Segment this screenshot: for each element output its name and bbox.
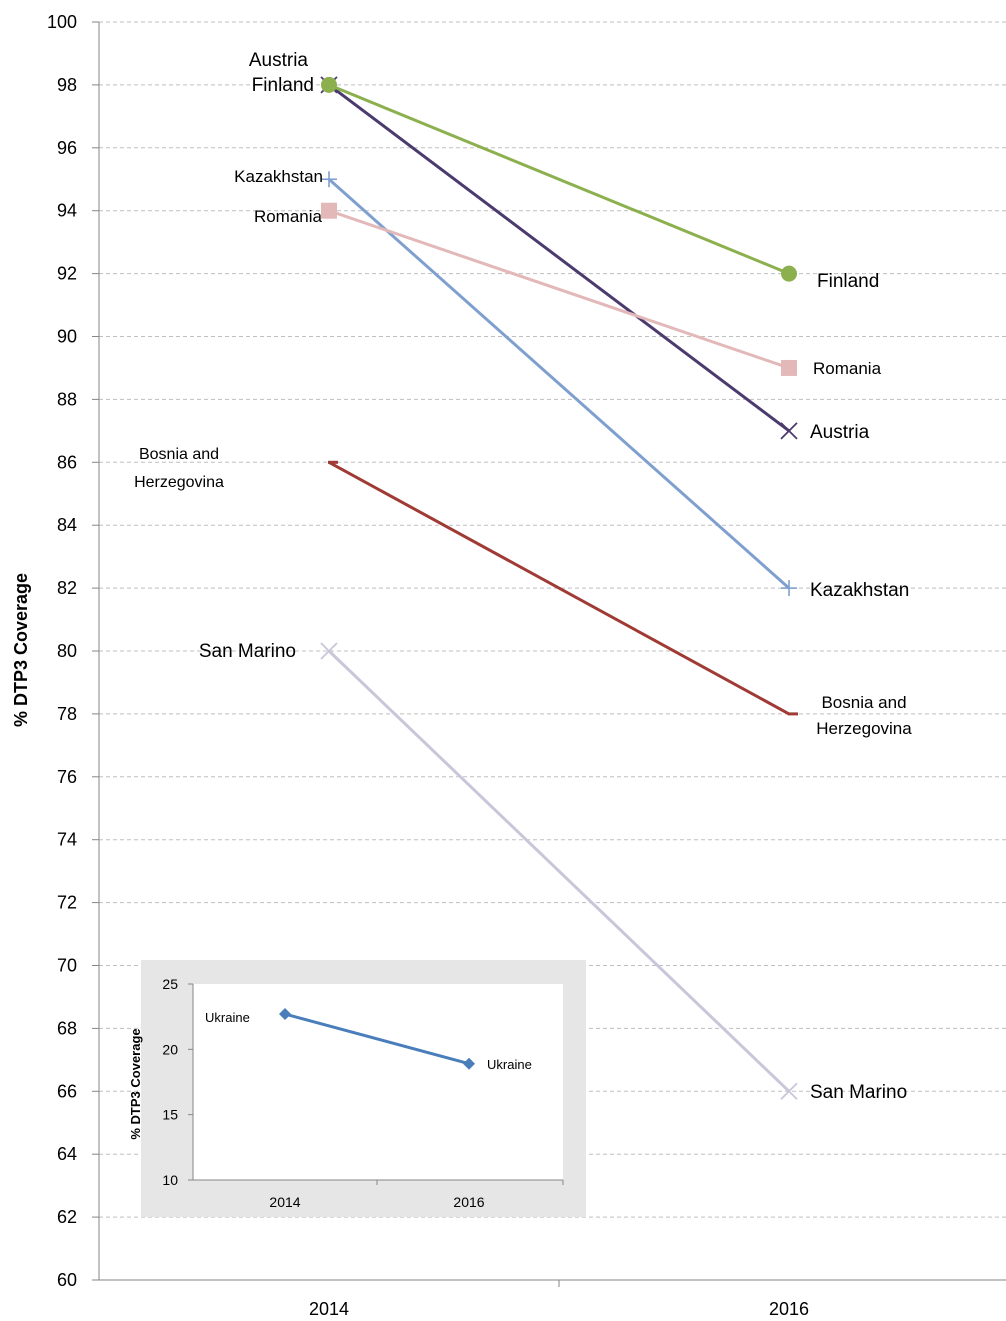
right-labels: Finland Romania Austria Kazakhstan Bosni… (810, 271, 912, 1103)
point-kazakhstan-2014 (321, 171, 337, 188)
inset-series-ukraine (279, 1008, 475, 1070)
main-axes (92, 21, 1006, 1287)
inset-y-tick-label: 10 (162, 1172, 178, 1188)
series-san-marino (320, 642, 798, 1100)
point-romania-2014 (321, 202, 337, 219)
y-tick-label: 70 (57, 956, 77, 976)
inset-point-ukraine-2016 (463, 1057, 475, 1070)
label-bosnia-2014-line1: Bosnia and (139, 446, 219, 463)
label-austria-2016: Austria (810, 422, 870, 443)
inset-point-ukraine-2014 (279, 1008, 291, 1021)
point-finland-2014 (321, 76, 337, 93)
series-line-kazakhstan (328, 178, 790, 590)
inset-chart-ukraine: 10 15 20 25 2014 2016 % DTP3 Coverage Ukrain… (128, 960, 586, 1217)
label-romania-2014: Romania (254, 207, 323, 226)
y-tick-label: 62 (57, 1207, 77, 1227)
inset-x-tick-label: 2016 (453, 1194, 484, 1210)
series-line-romania (328, 209, 790, 370)
point-kazakhstan-2016 (781, 580, 797, 597)
inset-label-ukraine-2014: Ukraine (205, 1010, 250, 1025)
series-bosnia-and-herzegovina (328, 460, 798, 716)
label-bosnia-2016-line2: Herzegovina (816, 719, 912, 738)
series-romania (321, 202, 797, 376)
y-tick-label: 74 (57, 830, 77, 850)
y-tick-label: 76 (57, 767, 77, 787)
series-finland (321, 76, 797, 282)
y-tick-label: 90 (57, 327, 77, 347)
y-tick-label: 88 (57, 389, 77, 409)
inset-x-tick-label: 2014 (269, 1194, 300, 1210)
point-finland-2016 (781, 265, 797, 282)
inset-series-line-ukraine (284, 1012, 470, 1066)
y-tick-label: 72 (57, 893, 77, 913)
inset-y-tick-labels: 10 15 20 25 (162, 976, 178, 1188)
inset-y-tick-label: 20 (162, 1041, 178, 1057)
x-tick-labels: 2014 2016 (309, 1299, 809, 1319)
x-tick-label: 2016 (769, 1299, 809, 1319)
y-tick-label: 84 (57, 515, 77, 535)
series-line-finland (328, 83, 790, 275)
point-san-marino-2014 (320, 642, 338, 660)
label-bosnia-2014-line2: Herzegovina (134, 474, 224, 491)
label-kazakhstan-2016: Kazakhstan (810, 580, 909, 601)
inset-axes (188, 983, 564, 1185)
series-line-san-marino (327, 649, 791, 1093)
inset-y-tick-label: 15 (162, 1107, 178, 1123)
y-tick-label: 60 (57, 1270, 77, 1290)
left-labels: Austria Finland Kazakhstan Romania Bosni… (134, 50, 323, 662)
series-kazakhstan (321, 171, 797, 597)
label-romania-2016: Romania (813, 359, 882, 378)
y-tick-label: 98 (57, 75, 77, 95)
y-tick-label: 86 (57, 452, 77, 472)
point-austria-2016 (780, 422, 798, 440)
y-axis-label: % DTP3 Coverage (11, 573, 31, 727)
y-tick-label: 80 (57, 641, 77, 661)
y-tick-label: 92 (57, 264, 77, 284)
y-tick-label: 68 (57, 1018, 77, 1038)
y-tick-labels: 60 62 64 66 68 70 72 74 76 78 80 82 84 86 88 90 92 94 96 98… (47, 12, 77, 1290)
label-finland-2014: Finland (252, 75, 314, 96)
y-tick-label: 82 (57, 578, 77, 598)
inset-series (279, 1008, 475, 1070)
y-tick-label: 78 (57, 704, 77, 724)
label-san-marino-2014: San Marino (199, 641, 296, 662)
series-line-bosnia-and-herzegovina (328, 460, 790, 716)
label-bosnia-2016-line1: Bosnia and (821, 693, 906, 712)
label-austria-2014: Austria (249, 50, 309, 71)
inset-y-tick-label: 25 (162, 976, 178, 992)
inset-x-tick-labels: 2014 2016 (269, 1194, 484, 1210)
inset-label-ukraine-2016: Ukraine (487, 1057, 532, 1072)
label-san-marino-2016: San Marino (810, 1082, 907, 1103)
y-tick-label: 66 (57, 1081, 77, 1101)
series-line-austria (328, 83, 790, 433)
label-kazakhstan-2014: Kazakhstan (234, 167, 323, 186)
inset-y-axis-label: % DTP3 Coverage (128, 1028, 143, 1139)
point-romania-2016 (781, 359, 797, 376)
y-tick-label: 94 (57, 201, 77, 221)
point-san-marino-2016 (780, 1082, 798, 1100)
x-tick-label: 2014 (309, 1299, 349, 1319)
y-tick-label: 64 (57, 1144, 77, 1164)
y-tick-label: 100 (47, 12, 77, 32)
y-tick-label: 96 (57, 138, 77, 158)
inset-plot-area (193, 984, 563, 1180)
series-lines (320, 76, 798, 1100)
label-finland-2016: Finland (817, 271, 879, 292)
